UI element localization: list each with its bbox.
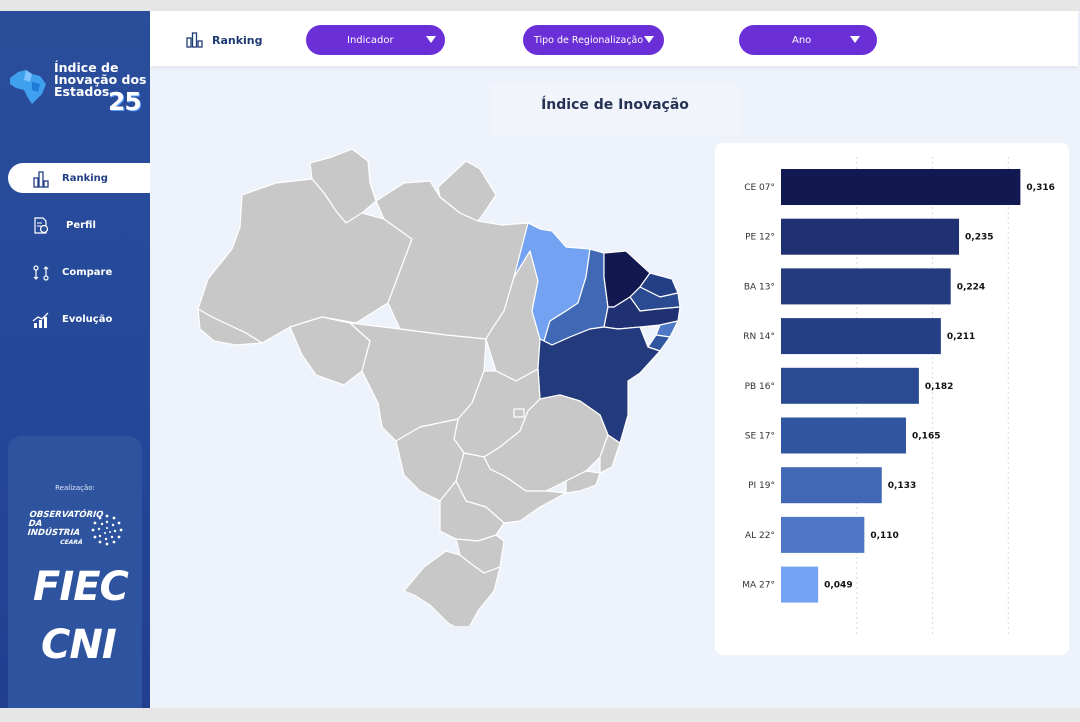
value-label: 0,235	[965, 233, 993, 243]
bar[interactable]	[781, 169, 1021, 205]
trend-chart-icon	[32, 312, 49, 328]
state-parana[interactable]	[439, 480, 505, 542]
compare-arrows-icon	[33, 265, 49, 281]
bar[interactable]	[781, 417, 906, 454]
value-label: 0,165	[912, 432, 940, 442]
ranking-bar-chart: CE 07° 0,316 PE 12° 0,235 BA 13° 0,224 RN 14° 0…	[742, 157, 1055, 635]
bar[interactable]	[781, 318, 941, 355]
bar[interactable]	[781, 467, 882, 504]
state-amapa[interactable]	[437, 160, 497, 222]
value-label: 0,182	[925, 382, 953, 392]
category-label: BA 13°	[744, 282, 775, 292]
value-label: 0,316	[1026, 183, 1054, 193]
state-distrito-federal[interactable]	[513, 408, 525, 418]
dropdown-label: Tipo de Regionalização	[534, 34, 644, 46]
bar[interactable]	[781, 566, 819, 603]
chevron-down-icon	[850, 36, 860, 43]
value-label: 0,211	[947, 332, 975, 342]
bar[interactable]	[781, 268, 951, 305]
bar-chart-icon	[33, 171, 49, 188]
indicador-dropdown[interactable]: Indicador	[306, 25, 445, 55]
sidebar: Índice de Inovação dos Estados 25 Rankin…	[0, 11, 150, 708]
sidebar-nav: Ranking Perfil Compare	[0, 163, 150, 351]
category-label: PI 19°	[748, 481, 775, 491]
category-label: AL 22°	[745, 531, 775, 541]
logo-year: 25	[108, 87, 142, 116]
chevron-down-icon	[644, 36, 654, 43]
map-title: Índice de Inovação	[490, 85, 740, 135]
bar[interactable]	[781, 516, 865, 553]
sidebar-item-perfil[interactable]: Perfil	[0, 210, 150, 240]
dropdown-label: Indicador	[347, 34, 394, 46]
bar[interactable]	[781, 367, 919, 404]
value-label: 0,049	[824, 581, 852, 591]
category-label: PB 16°	[745, 382, 775, 392]
value-label: 0,110	[870, 531, 898, 541]
category-label: SE 17°	[745, 432, 775, 442]
obs-line-2: DA INDÚSTRIA	[27, 519, 81, 538]
brazil-logo-icon	[10, 70, 46, 104]
ano-dropdown[interactable]: Ano	[739, 25, 877, 55]
sidebar-item-label: Evolução	[62, 313, 113, 325]
fiec-logo: FIEC	[33, 564, 129, 610]
sidebar-item-evolucao[interactable]: Evolução	[0, 304, 150, 334]
sidebar-item-label: Ranking	[62, 172, 108, 184]
tab-ranking-label: Ranking	[212, 33, 263, 47]
partners-card: Realização: OBSERVATÓRIO DA INDÚSTRIA CE…	[8, 436, 142, 708]
dropdown-label: Ano	[792, 34, 812, 46]
state-amazonas[interactable]	[197, 178, 413, 344]
category-label: MA 27°	[742, 581, 775, 591]
obs-line-3: CEARÁ	[59, 539, 83, 546]
sidebar-item-label: Perfil	[66, 219, 96, 231]
state-acre[interactable]	[197, 308, 263, 346]
brazil-map	[197, 148, 681, 626]
tab-ranking[interactable]: Ranking	[186, 32, 263, 48]
sidebar-item-ranking[interactable]: Ranking	[8, 163, 150, 193]
category-label: RN 14°	[743, 332, 775, 342]
cni-logo: CNI	[41, 622, 117, 668]
sidebar-item-label: Compare	[62, 266, 113, 278]
realizacao-label: Realização:	[55, 484, 95, 492]
ranking-chart-card: CE 07° 0,316 PE 12° 0,235 BA 13° 0,224 RN 14° 0…	[715, 143, 1069, 655]
regionalizacao-dropdown[interactable]: Tipo de Regionalização	[523, 25, 664, 55]
observatorio-logo: OBSERVATÓRIO DA INDÚSTRIA CEARÁ	[26, 510, 104, 547]
value-label: 0,224	[957, 282, 985, 292]
app-frame: Índice de Inovação dos Estados 25 Rankin…	[0, 11, 1080, 708]
top-bar: Ranking Indicador Tipo de Regionalização…	[150, 11, 1078, 66]
bar-chart-icon	[186, 32, 203, 48]
value-label: 0,133	[888, 481, 916, 491]
chevron-down-icon	[426, 36, 436, 43]
bar[interactable]	[781, 218, 960, 255]
category-label: CE 07°	[744, 183, 775, 193]
state-rio-grande-do-sul[interactable]	[403, 550, 501, 626]
profile-document-icon	[34, 217, 49, 234]
sidebar-item-compare[interactable]: Compare	[0, 257, 150, 287]
state-espirito-santo[interactable]	[599, 434, 621, 474]
observatorio-dots-icon	[91, 514, 123, 546]
logo-title: Índice de Inovação dos Estados	[54, 60, 147, 99]
category-label: PE 12°	[745, 233, 775, 243]
